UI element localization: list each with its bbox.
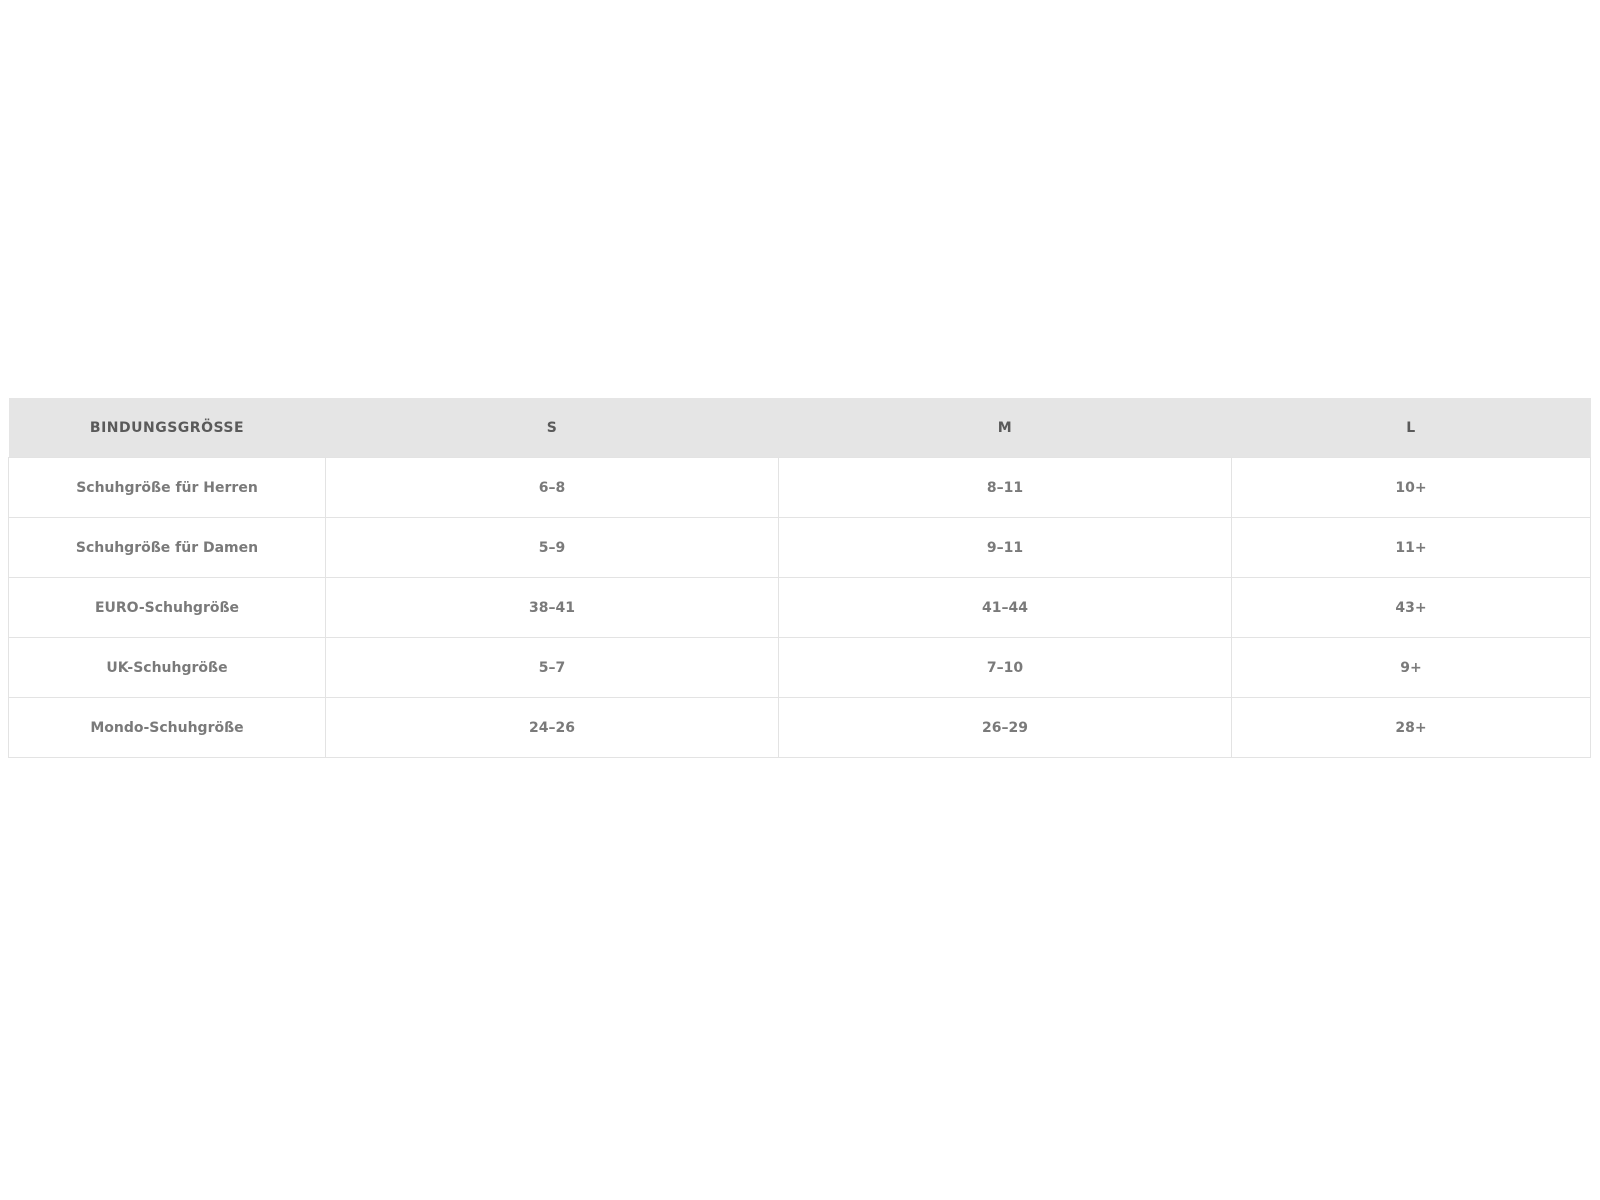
table-cell: 41–44 [778,577,1232,638]
table-cell: 9–11 [778,517,1232,578]
header-cell: L [1231,398,1591,458]
table-cell: 7–10 [778,637,1232,698]
table-cell: 11+ [1231,517,1591,578]
table-cell: 6–8 [325,457,779,518]
header-cell: S [325,398,779,458]
table-row: Schuhgröße für Herren 6–8 8–11 10+ [8,457,1591,518]
table-cell: 10+ [1231,457,1591,518]
row-label: Schuhgröße für Herren [8,457,326,518]
row-label: Mondo-Schuhgröße [8,697,326,758]
table-row: Schuhgröße für Damen 5–9 9–11 11+ [8,517,1591,578]
table-cell: 8–11 [778,457,1232,518]
table-row: Mondo-Schuhgröße 24–26 26–29 28+ [8,697,1591,758]
table-cell: 38–41 [325,577,779,638]
table-row: UK-Schuhgröße 5–7 7–10 9+ [8,637,1591,698]
row-label: UK-Schuhgröße [8,637,326,698]
table-cell: 26–29 [778,697,1232,758]
size-chart-table: BINDUNGSGRÖSSE S M L Schuhgröße für Herr… [8,398,1591,758]
row-label: EURO-Schuhgröße [8,577,326,638]
row-label: Schuhgröße für Damen [8,517,326,578]
table-cell: 5–9 [325,517,779,578]
table-cell: 5–7 [325,637,779,698]
table-cell: 43+ [1231,577,1591,638]
table-cell: 24–26 [325,697,779,758]
table-cell: 9+ [1231,637,1591,698]
header-cell: BINDUNGSGRÖSSE [8,398,326,458]
table-row: EURO-Schuhgröße 38–41 41–44 43+ [8,577,1591,638]
header-cell: M [778,398,1232,458]
header-row: BINDUNGSGRÖSSE S M L [8,398,1591,458]
table-cell: 28+ [1231,697,1591,758]
